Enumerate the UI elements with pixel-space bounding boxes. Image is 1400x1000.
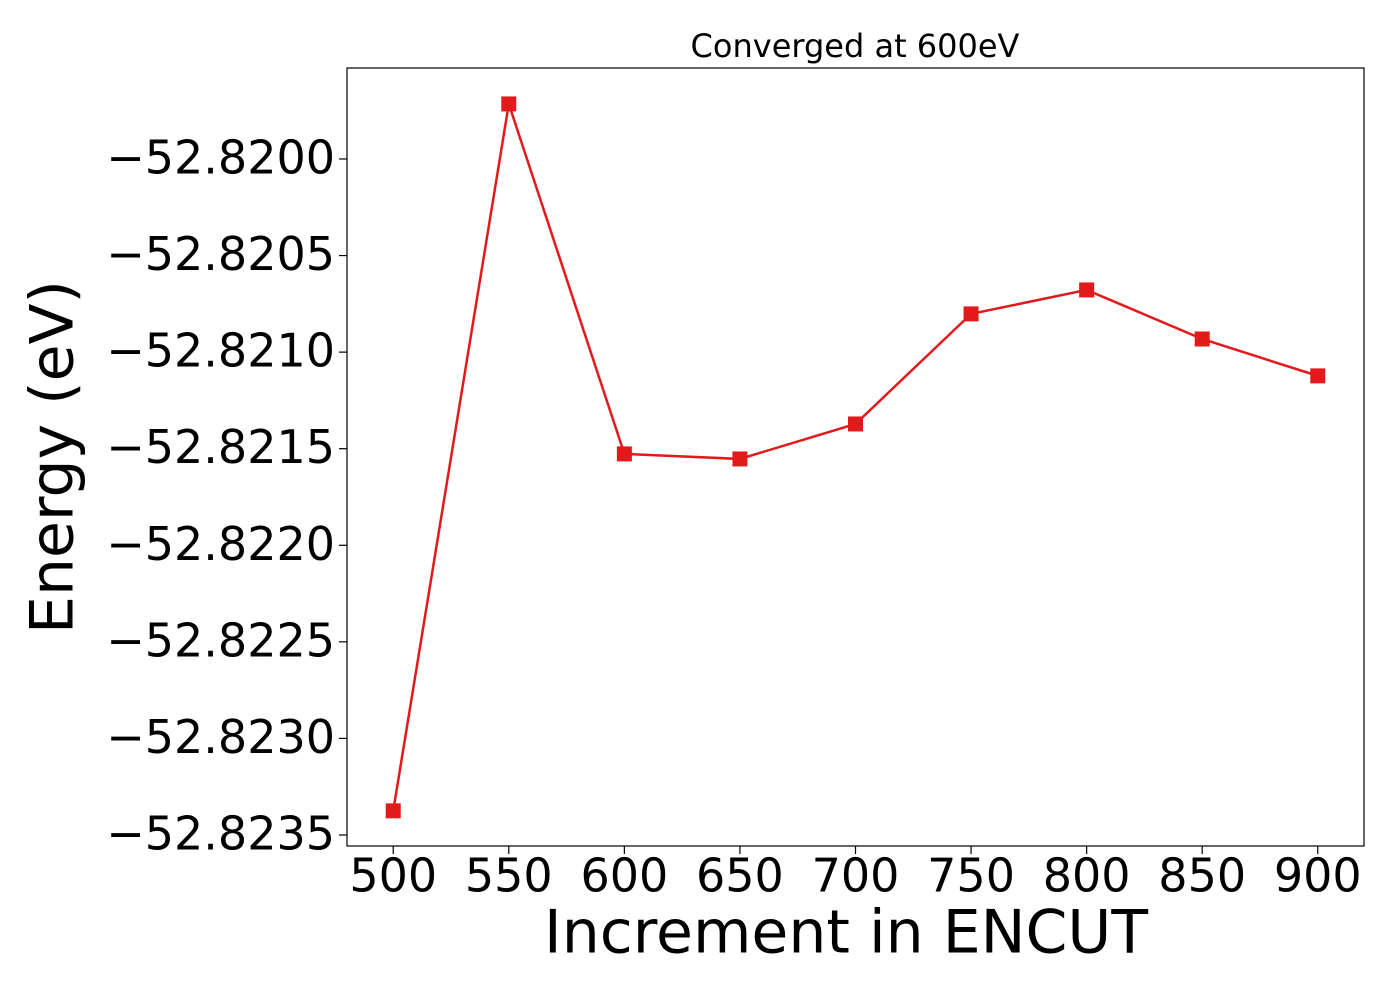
y-tick-label: −52.8200	[106, 130, 335, 184]
x-tick-label: 550	[465, 849, 553, 903]
chart-title: Converged at 600eV	[691, 27, 1020, 65]
x-tick-label: 650	[696, 849, 784, 903]
plot-frame	[346, 67, 1365, 847]
y-tick-label: −52.8225	[106, 613, 335, 667]
x-tick-label: 700	[812, 849, 900, 903]
x-tick-label: 850	[1158, 849, 1246, 903]
marker	[385, 803, 401, 819]
marker	[1194, 331, 1210, 347]
y-tick-label: −52.8210	[106, 324, 335, 378]
y-tick-label: −52.8215	[106, 420, 335, 474]
marker	[848, 416, 863, 432]
x-tick-label: 900	[1274, 849, 1362, 903]
marker	[732, 451, 748, 467]
marker	[1079, 282, 1095, 298]
x-tick-label: 800	[1043, 849, 1131, 903]
x-axis-label: Increment in ENCUT	[544, 898, 1148, 968]
marker	[616, 446, 632, 462]
marker	[1310, 368, 1326, 384]
x-tick-label: 600	[580, 849, 668, 903]
y-tick-label: −52.8230	[106, 710, 335, 764]
x-tick-label: 750	[927, 849, 1015, 903]
marker	[501, 96, 517, 112]
x-tick-label: 500	[349, 849, 437, 903]
y-axis-label: Energy (eV)	[18, 280, 88, 634]
marker	[963, 306, 979, 322]
y-tick-label: −52.8205	[106, 227, 335, 281]
y-tick-label: −52.8235	[106, 806, 335, 860]
y-tick-label: −52.8220	[106, 517, 335, 571]
